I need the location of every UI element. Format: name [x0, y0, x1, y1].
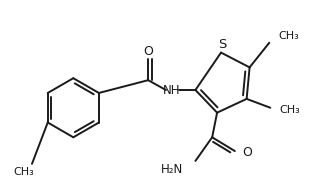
- Text: CH₃: CH₃: [278, 31, 299, 41]
- Text: S: S: [218, 38, 226, 51]
- Text: O: O: [243, 146, 252, 159]
- Text: H₂N: H₂N: [161, 163, 183, 176]
- Text: O: O: [143, 45, 153, 58]
- Text: NH: NH: [163, 84, 181, 96]
- Text: CH₃: CH₃: [14, 167, 34, 177]
- Text: CH₃: CH₃: [279, 105, 300, 115]
